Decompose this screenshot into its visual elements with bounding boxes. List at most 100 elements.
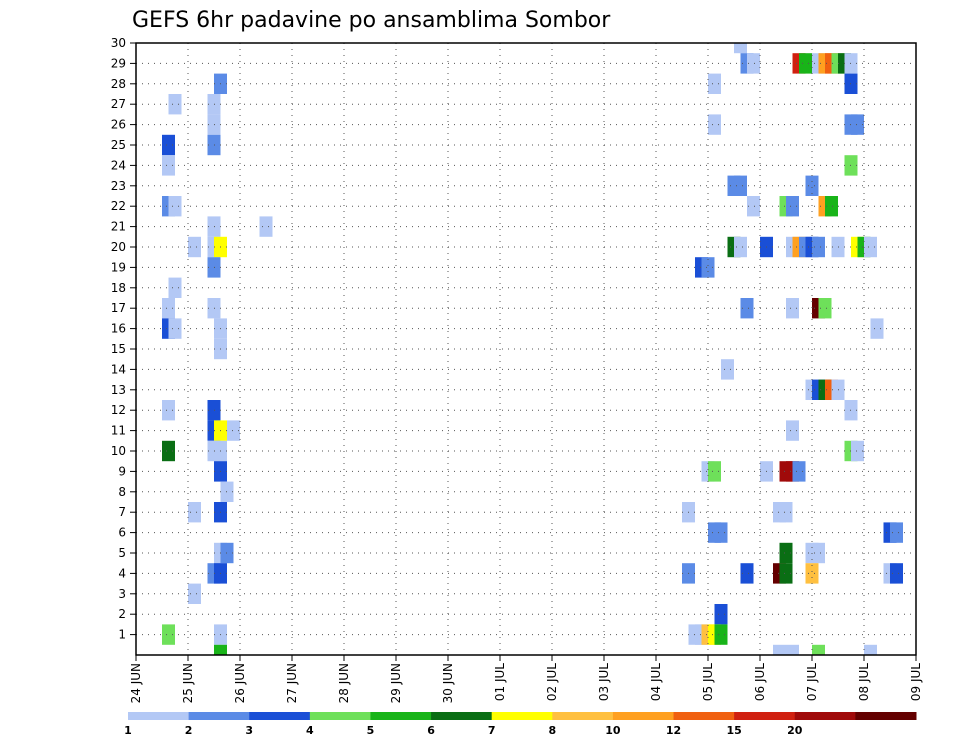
heatmap-cell: [890, 522, 903, 543]
y-tick-label: 12: [111, 403, 126, 417]
heatmap-cell: [162, 298, 175, 319]
colorbar-swatch: [734, 712, 796, 720]
x-tick-label: 27 JUN: [285, 663, 299, 703]
colorbar-swatch: [673, 712, 735, 720]
heatmap-cell: [812, 542, 825, 564]
heatmap-cell: [701, 257, 715, 278]
colorbar-swatch: [431, 712, 493, 720]
colorbar-swatch: [612, 712, 675, 720]
heatmap-cell: [773, 644, 786, 655]
colorbar-swatch: [188, 712, 250, 720]
chart-title: GEFS 6hr padavine po ansamblima Sombor: [132, 8, 611, 33]
y-tick-label: 8: [118, 485, 126, 499]
x-tick-label: 04 JUL: [649, 663, 663, 701]
colorbar-label: 3: [245, 724, 253, 737]
colorbar-label: 1: [124, 724, 132, 737]
colorbar-label: 5: [367, 724, 375, 737]
heatmap-cell: [259, 216, 273, 237]
x-tick-label: 02 JUL: [545, 663, 559, 701]
heatmap-cell: [734, 175, 747, 196]
heatmap-cell: [188, 502, 201, 523]
y-tick-label: 1: [118, 628, 126, 642]
heatmap-cell: [162, 134, 175, 156]
y-tick-label: 26: [111, 118, 126, 132]
heatmap-cell: [786, 298, 799, 319]
heatmap-cell: [708, 73, 721, 94]
colorbar-legend: 1 2 3 4 5 6 7 8 10 12 15 20: [124, 712, 917, 737]
y-tick-label: 23: [111, 179, 126, 193]
y-tick-label: 10: [111, 444, 126, 458]
x-tick-label: 25 JUN: [181, 663, 195, 703]
heatmap-cell: [734, 43, 747, 54]
heatmap-cell: [188, 236, 201, 258]
heatmap-cell: [747, 53, 760, 74]
y-tick-label: 30: [111, 36, 126, 50]
heatmap-cell: [162, 155, 175, 176]
heatmap-cell: [747, 196, 760, 217]
y-tick-label: 20: [111, 240, 126, 254]
y-tick-label: 9: [118, 464, 126, 478]
heatmap-cell: [162, 440, 175, 462]
heatmap-cell: [714, 624, 728, 645]
x-tick-label: 28 JUN: [337, 663, 351, 703]
y-tick-label: 28: [111, 77, 126, 91]
heatmap-cell: [714, 522, 728, 543]
heatmap-cell: [786, 196, 799, 217]
heatmap-cell: [864, 236, 877, 258]
heatmap-cell: [851, 440, 864, 462]
colorbar-swatch: [128, 712, 190, 720]
heatmap-cell: [734, 236, 747, 258]
x-tick-label: 05 JUL: [701, 663, 715, 701]
x-tick-label: 03 JUL: [597, 663, 611, 701]
heatmap-cell: [851, 114, 864, 135]
heatmap-cell: [168, 318, 182, 339]
colorbar-swatch: [855, 712, 917, 720]
heatmap-cell: [779, 502, 793, 523]
x-tick-label: 08 JUL: [857, 663, 871, 701]
chart-grid: [136, 42, 916, 655]
y-tick-label: 5: [118, 546, 126, 560]
heatmap-cell: [805, 175, 819, 196]
y-axis: 1234567891011121314151617181920212223242…: [111, 36, 136, 642]
heatmap-cell: [864, 644, 877, 655]
y-tick-label: 27: [111, 97, 126, 111]
colorbar-swatch: [552, 712, 614, 720]
heatmap-cell: [708, 114, 721, 135]
y-tick-label: 3: [118, 587, 126, 601]
heatmap-cell: [168, 196, 182, 217]
heatmap-cell: [227, 420, 240, 441]
colorbar-label: 10: [605, 724, 621, 737]
colorbar-label: 7: [488, 724, 496, 737]
y-tick-label: 4: [118, 566, 126, 580]
y-tick-label: 6: [118, 526, 126, 540]
x-tick-label: 26 JUN: [233, 663, 247, 703]
heatmap-cell: [792, 461, 806, 482]
colorbar-label: 8: [548, 724, 556, 737]
colorbar-label: 15: [726, 724, 741, 737]
heatmap-cell: [168, 277, 182, 298]
heatmap-cell: [740, 563, 754, 584]
colorbar-swatch: [309, 712, 371, 720]
y-tick-label: 14: [111, 362, 126, 376]
x-tick-label: 09 JUL: [909, 663, 923, 701]
heatmap-cells: [162, 43, 903, 655]
heatmap-cell: [714, 604, 728, 625]
x-tick-label: 30 JUN: [441, 663, 455, 703]
y-tick-label: 21: [111, 220, 126, 234]
heatmap-cell: [779, 542, 793, 564]
x-axis: 24 JUN 25 JUN 26 JUN 27 JUN 28 JUN 29 JUN 30 J…: [129, 655, 923, 703]
heatmap-cell: [214, 644, 227, 655]
y-tick-label: 24: [111, 158, 126, 172]
colorbar-swatch: [249, 712, 311, 720]
x-tick-label: 07 JUL: [805, 663, 819, 701]
heatmap-cell: [799, 53, 812, 74]
heatmap-cell: [162, 624, 175, 645]
colorbar-label: 6: [427, 724, 435, 737]
heatmap-cell: [825, 196, 838, 217]
heatmap-cell: [890, 563, 903, 584]
y-tick-label: 19: [111, 260, 126, 274]
colorbar-label: 4: [306, 724, 314, 737]
heatmap-cell: [740, 298, 754, 319]
heatmap-cell: [721, 359, 734, 380]
heatmap-cell: [779, 563, 793, 584]
